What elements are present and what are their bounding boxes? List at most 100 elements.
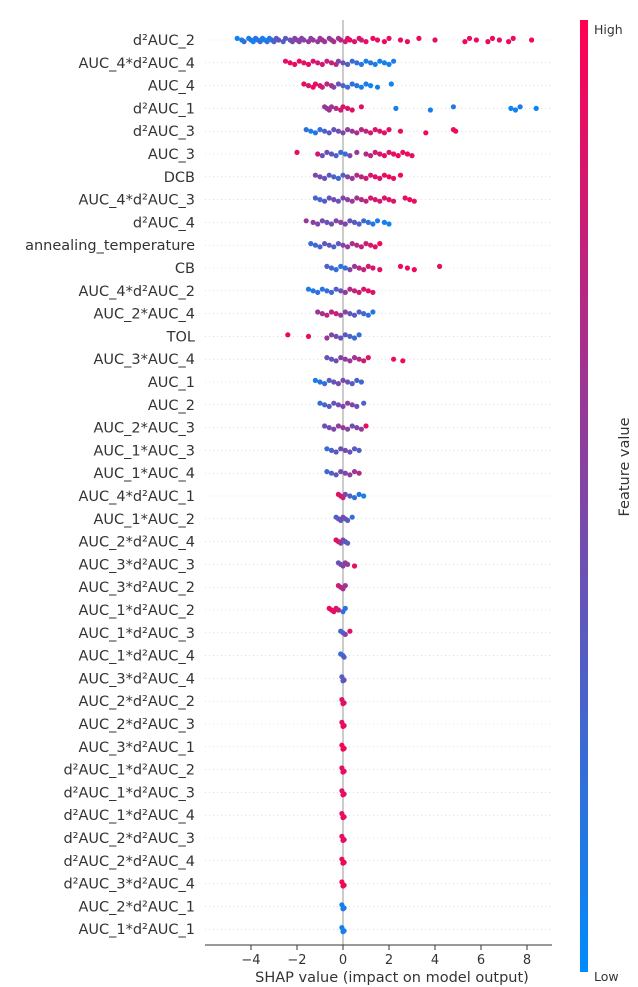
shap-point — [356, 309, 362, 315]
shap-point — [282, 58, 289, 64]
shap-point — [324, 312, 330, 318]
shap-point — [372, 174, 378, 180]
shap-point — [391, 151, 397, 157]
shap-point — [361, 286, 367, 292]
shap-point — [331, 379, 337, 385]
shap-point — [347, 37, 353, 43]
shap-point — [345, 517, 351, 524]
shap-point — [342, 221, 348, 227]
shap-point — [328, 265, 335, 271]
shap-point — [331, 127, 337, 133]
shap-point — [324, 288, 330, 294]
shap-point — [512, 107, 519, 113]
feature-label: AUC_1*d²AUC_1 — [78, 922, 195, 938]
feature-label: d²AUC_2*d²AUC_3 — [63, 831, 195, 847]
shap-point — [333, 358, 339, 364]
shap-point — [363, 39, 369, 45]
shap-point — [368, 172, 374, 178]
shap-point — [322, 39, 328, 45]
x-tick-label: 2 — [385, 953, 393, 968]
shap-point — [391, 198, 397, 204]
shap-point — [351, 335, 358, 341]
shap-point — [338, 219, 344, 225]
shap-point — [508, 105, 514, 111]
feature-label: d²AUC_1*d²AUC_3 — [63, 785, 195, 801]
shap-point — [335, 81, 341, 87]
shap-point — [328, 151, 335, 157]
shap-point — [315, 221, 321, 227]
shap-point — [354, 83, 360, 89]
shap-point — [324, 58, 330, 64]
shap-point — [341, 677, 347, 683]
shap-point — [354, 149, 360, 155]
shap-point — [241, 39, 247, 45]
feature-label: AUC_2 — [148, 398, 195, 414]
shap-point — [386, 174, 392, 180]
shap-point — [338, 288, 344, 294]
feature-label: d²AUC_2*d²AUC_4 — [63, 854, 195, 870]
shap-point — [338, 469, 344, 475]
shap-point — [411, 267, 417, 273]
shap-point — [331, 174, 337, 180]
shap-point — [377, 151, 383, 157]
shap-point — [345, 244, 351, 250]
shap-point — [351, 288, 358, 294]
shap-point — [324, 263, 330, 269]
x-tick-label: −4 — [241, 953, 260, 968]
shap-point — [292, 61, 298, 67]
shap-point — [335, 241, 341, 247]
shap-point — [310, 288, 316, 294]
shap-point — [349, 514, 355, 520]
shap-point — [351, 39, 358, 45]
shap-point — [331, 244, 337, 250]
shap-point — [341, 723, 347, 729]
shap-point — [340, 403, 346, 409]
shap-point — [358, 37, 364, 43]
shap-point — [296, 58, 302, 64]
shap-point — [319, 286, 325, 292]
feature-label: AUC_2*d²AUC_2 — [78, 694, 195, 710]
shap-point — [381, 39, 387, 45]
shap-point — [317, 127, 323, 133]
shap-point — [529, 37, 535, 43]
shap-point — [324, 446, 330, 452]
shap-point — [340, 195, 346, 201]
shap-point — [340, 83, 346, 89]
shap-point — [328, 289, 335, 295]
shap-point — [305, 83, 312, 89]
shap-point — [374, 84, 381, 90]
shap-point — [368, 153, 374, 159]
shap-point — [349, 402, 355, 408]
shap-point — [335, 381, 341, 387]
shap-point — [411, 198, 417, 204]
feature-gridlines — [205, 39, 552, 930]
shap-point — [372, 197, 378, 203]
shap-point — [381, 219, 387, 225]
shap-point — [345, 174, 351, 180]
shap-point — [322, 128, 328, 134]
shap-point — [282, 35, 289, 42]
shap-point — [301, 37, 307, 43]
shap-point — [312, 172, 318, 178]
shap-point — [341, 905, 347, 911]
colorbar-low-label: Low — [594, 969, 619, 984]
shap-point — [333, 218, 339, 224]
shap-point — [340, 130, 346, 136]
shap-point — [328, 470, 335, 476]
shap-point — [351, 469, 358, 475]
shap-point — [386, 127, 392, 133]
shap-point — [328, 60, 335, 66]
shap-point — [341, 745, 347, 752]
shap-point — [324, 81, 330, 87]
shap-point — [391, 58, 397, 64]
shap-point — [341, 700, 347, 706]
feature-label: d²AUC_3 — [133, 124, 195, 140]
shap-point — [354, 377, 360, 383]
shap-point — [404, 265, 410, 271]
shap-point — [386, 149, 392, 155]
shap-point — [342, 309, 348, 315]
shap-point — [349, 381, 355, 387]
shap-point — [285, 332, 291, 338]
shap-point — [347, 472, 353, 478]
shap-point — [354, 403, 360, 409]
